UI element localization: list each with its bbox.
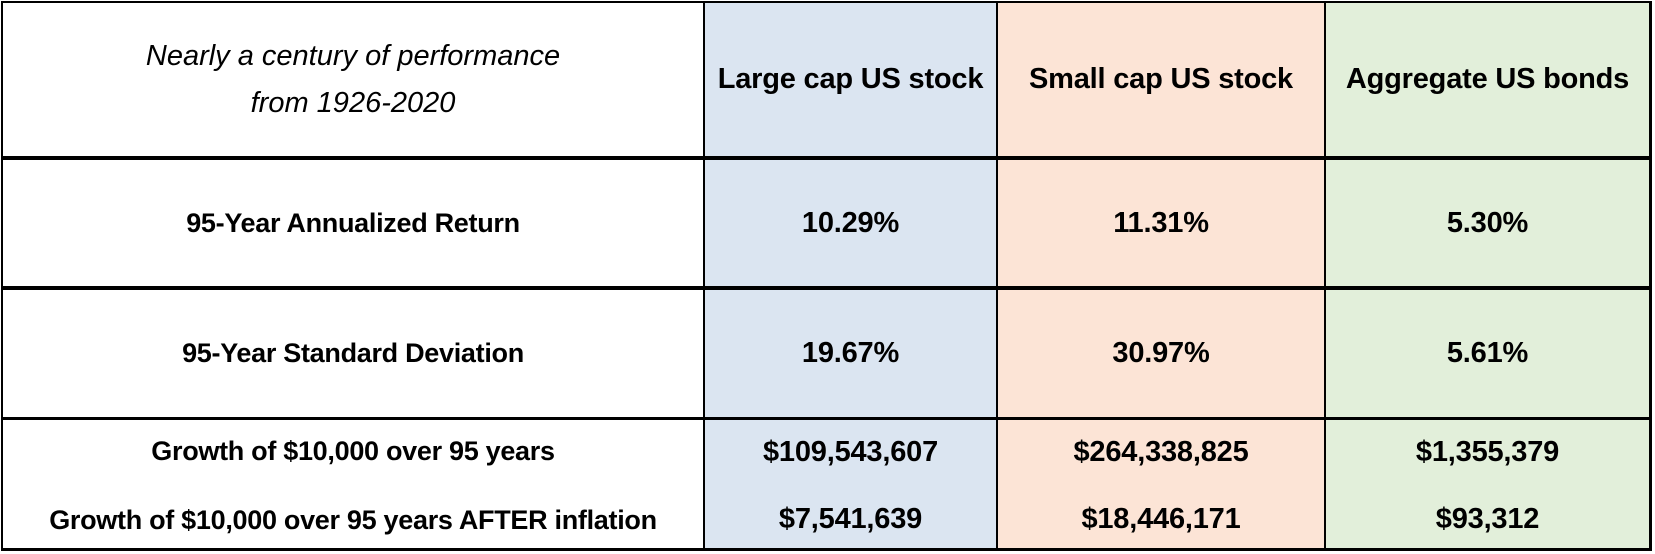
cell-growth-nominal-small-cap: $264,338,825 xyxy=(1073,436,1249,468)
cell-growth-after-inflation-bonds: $93,312 xyxy=(1435,503,1540,535)
cell-growth-after-inflation-large-cap: $7,541,639 xyxy=(778,503,923,535)
cell-growth-small-cap: $264,338,825 $18,446,171 xyxy=(996,417,1324,548)
cell-growth-large-cap: $109,543,607 $7,541,639 xyxy=(703,417,996,548)
row-label-growth-after-inflation: Growth of $10,000 over 95 years AFTER in… xyxy=(49,505,657,535)
column-header-large-cap-us-stock: Large cap US stock xyxy=(703,3,996,156)
table-title: Nearly a century of performance from 192… xyxy=(3,3,703,156)
cell-annualized-return-large-cap: 10.29% xyxy=(703,156,996,286)
cell-growth-after-inflation-small-cap: $18,446,171 xyxy=(1081,503,1241,535)
table-title-line2: from 1926-2020 xyxy=(250,86,456,119)
cell-standard-deviation-bonds: 5.61% xyxy=(1324,286,1649,417)
column-header-small-cap-us-stock: Small cap US stock xyxy=(996,3,1324,156)
table-title-line1: Nearly a century of performance xyxy=(145,40,561,73)
column-header-aggregate-us-bonds: Aggregate US bonds xyxy=(1324,3,1649,156)
row-label-growth: Growth of $10,000 over 95 years Growth o… xyxy=(3,417,703,548)
cell-standard-deviation-small-cap: 30.97% xyxy=(996,286,1324,417)
row-label-annualized-return: 95-Year Annualized Return xyxy=(3,156,703,286)
cell-growth-nominal-bonds: $1,355,379 xyxy=(1415,436,1560,468)
row-label-growth-nominal: Growth of $10,000 over 95 years xyxy=(151,436,555,466)
cell-growth-nominal-large-cap: $109,543,607 xyxy=(763,436,938,468)
cell-growth-bonds: $1,355,379 $93,312 xyxy=(1324,417,1649,548)
cell-annualized-return-bonds: 5.30% xyxy=(1324,156,1649,286)
row-label-standard-deviation: 95-Year Standard Deviation xyxy=(3,286,703,417)
cell-standard-deviation-large-cap: 19.67% xyxy=(703,286,996,417)
cell-annualized-return-small-cap: 11.31% xyxy=(996,156,1324,286)
